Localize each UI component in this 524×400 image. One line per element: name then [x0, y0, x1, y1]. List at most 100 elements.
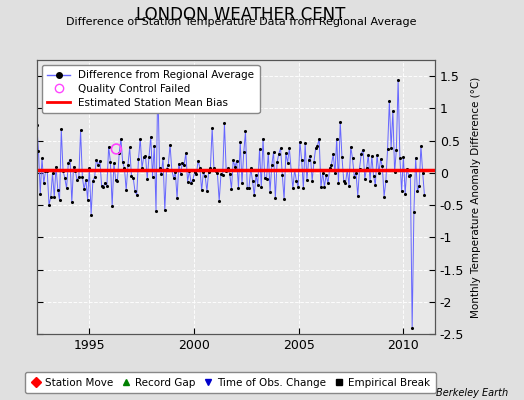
Point	[152, 208, 160, 214]
Point	[173, 195, 181, 201]
Point	[245, 184, 253, 191]
Point	[257, 184, 266, 190]
Point	[290, 167, 299, 173]
Text: Difference of Station Temperature Data from Regional Average: Difference of Station Temperature Data f…	[66, 17, 416, 27]
Point	[78, 174, 86, 180]
Point	[154, 78, 162, 84]
Point	[250, 192, 258, 198]
Point	[348, 155, 357, 162]
Point	[389, 108, 397, 114]
Point	[287, 166, 296, 173]
Point	[171, 169, 180, 176]
Point	[384, 146, 392, 152]
Point	[239, 149, 248, 156]
Point	[368, 153, 376, 160]
Point	[338, 154, 346, 160]
Point	[406, 172, 414, 178]
Legend: Difference from Regional Average, Quality Control Failed, Estimated Station Mean: Difference from Regional Average, Qualit…	[42, 65, 259, 113]
Point	[118, 159, 127, 166]
Point	[266, 188, 274, 195]
Point	[61, 175, 69, 181]
Point	[150, 142, 158, 149]
Point	[381, 178, 390, 184]
Point	[252, 172, 260, 178]
Point	[108, 203, 116, 209]
Point	[363, 165, 371, 172]
Point	[94, 162, 102, 169]
Point	[417, 143, 425, 149]
Point	[99, 184, 107, 190]
Point	[408, 324, 417, 331]
Point	[41, 168, 50, 175]
Point	[45, 202, 53, 208]
Point	[229, 157, 237, 163]
Point	[303, 177, 311, 183]
Point	[68, 199, 76, 205]
Point	[213, 170, 222, 177]
Point	[64, 160, 72, 166]
Point	[419, 169, 427, 176]
Point	[243, 184, 252, 191]
Point	[364, 152, 373, 158]
Point	[136, 135, 145, 142]
Point	[306, 152, 314, 159]
Point	[247, 165, 255, 171]
Point	[236, 139, 244, 145]
Point	[101, 179, 110, 186]
Point	[352, 170, 360, 176]
Point	[385, 98, 394, 104]
Point	[155, 165, 163, 171]
Point	[336, 118, 344, 125]
Point	[29, 209, 37, 216]
Point	[380, 193, 388, 200]
Point	[420, 192, 429, 198]
Point	[139, 154, 148, 160]
Point	[166, 142, 174, 148]
Point	[308, 178, 316, 184]
Point	[201, 173, 209, 179]
Point	[415, 182, 423, 189]
Point	[227, 186, 236, 192]
Point	[271, 195, 279, 202]
Point	[159, 155, 167, 161]
Point	[145, 154, 153, 160]
Point	[285, 145, 293, 151]
Point	[183, 178, 192, 185]
Point	[120, 165, 128, 172]
Point	[80, 186, 88, 192]
Point	[198, 187, 206, 194]
Point	[315, 136, 323, 142]
Point	[413, 188, 422, 194]
Point	[106, 159, 115, 165]
Point	[192, 171, 201, 178]
Point	[324, 180, 332, 186]
Point	[104, 144, 113, 150]
Point	[392, 146, 400, 153]
Point	[282, 150, 290, 157]
Point	[263, 175, 271, 182]
Point	[343, 166, 352, 173]
Point	[26, 160, 34, 167]
Point	[168, 167, 176, 174]
Point	[112, 146, 121, 152]
Point	[215, 198, 223, 204]
Point	[169, 175, 178, 181]
Point	[242, 128, 250, 134]
Point	[204, 169, 213, 175]
Point	[73, 177, 81, 184]
Point	[164, 162, 172, 168]
Point	[27, 137, 36, 144]
Point	[199, 169, 208, 176]
Point	[238, 180, 246, 187]
Point	[401, 190, 409, 197]
Point	[260, 175, 269, 182]
Point	[394, 76, 402, 83]
Point	[378, 163, 387, 170]
Point	[115, 150, 123, 157]
Point	[138, 165, 146, 171]
Point	[346, 144, 355, 150]
Y-axis label: Monthly Temperature Anomaly Difference (°C): Monthly Temperature Anomaly Difference (…	[471, 76, 481, 318]
Point	[359, 146, 367, 153]
Text: LONDON WEATHER CENT: LONDON WEATHER CENT	[136, 6, 346, 24]
Point	[141, 153, 150, 159]
